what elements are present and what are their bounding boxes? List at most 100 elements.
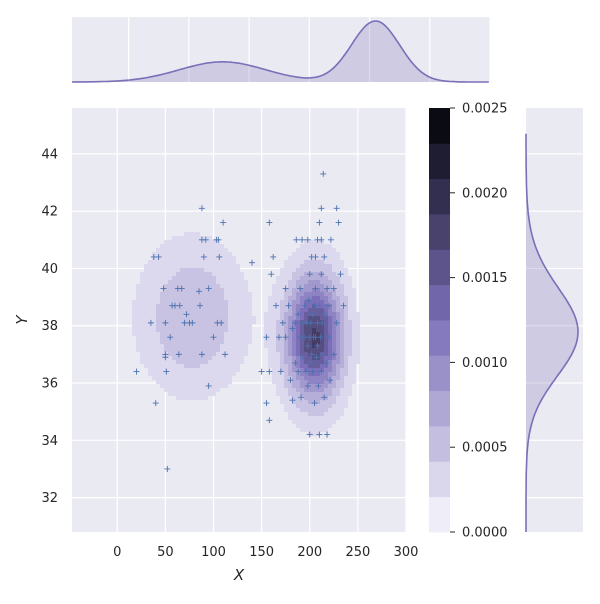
scatter-point	[317, 334, 324, 341]
scatter-point	[315, 382, 322, 389]
scatter-point	[215, 236, 222, 243]
scatter-point	[210, 334, 217, 341]
scatter-point	[295, 368, 302, 375]
colorbar-tick-label: 0.0010	[462, 356, 508, 371]
scatter-point	[133, 368, 140, 375]
scatter-point	[196, 288, 203, 295]
y-axis-label: Y	[13, 314, 31, 325]
colorbar-band	[429, 390, 450, 427]
scatter-point	[299, 236, 306, 243]
scatter-point	[314, 236, 321, 243]
scatter-point	[316, 431, 323, 438]
scatter-point	[289, 325, 296, 332]
x-tick-label: 50	[157, 545, 174, 560]
colorbar-band	[429, 214, 450, 250]
scatter-point	[273, 302, 280, 309]
scatter-point	[220, 219, 227, 226]
colorbar	[429, 108, 450, 533]
colorbar-tick-label: 0.0025	[462, 102, 508, 117]
scatter-point	[302, 368, 309, 375]
scatter-point	[320, 351, 327, 358]
x-tick-label: 150	[249, 545, 274, 560]
scatter-point	[293, 236, 300, 243]
scatter-point	[163, 368, 170, 375]
scatter-point	[314, 342, 321, 349]
scatter-point	[275, 334, 282, 341]
top-marginal-background	[72, 17, 490, 82]
scatter-point	[292, 359, 299, 366]
x-tick-label: 200	[297, 545, 322, 560]
y-tick-label: 42	[41, 205, 58, 220]
scatter-point	[305, 296, 312, 303]
kde-contours	[132, 232, 360, 436]
colorbar-band	[429, 108, 450, 144]
scatter-point	[321, 253, 328, 260]
right-marginal-grid	[526, 153, 583, 499]
scatter-point	[330, 351, 337, 358]
x-tick-label: 0	[113, 545, 121, 560]
scatter-point	[248, 259, 255, 266]
scatter-point	[298, 394, 305, 401]
colorbar-band	[429, 143, 450, 180]
scatter-point	[318, 205, 325, 212]
top-marginal-kde-line	[71, 20, 489, 83]
scatter-point	[319, 319, 326, 326]
scatter-point	[300, 354, 307, 361]
scatter-point	[307, 319, 314, 326]
colorbar-band	[429, 320, 450, 356]
scatter-point	[337, 271, 344, 278]
scatter-point	[189, 319, 196, 326]
scatter-point	[333, 205, 340, 212]
scatter-point	[268, 271, 275, 278]
scatter-point	[266, 219, 273, 226]
y-tick-label: 32	[41, 491, 58, 506]
right-marginal-background	[526, 108, 583, 532]
scatter-point	[289, 397, 296, 404]
scatter-point	[263, 334, 270, 341]
right-marginal-kde-fill	[526, 130, 578, 532]
scatter-point	[162, 354, 169, 361]
scatter-point	[301, 302, 308, 309]
scatter-point	[279, 319, 286, 326]
colorbar-band	[429, 426, 450, 462]
scatter-points	[133, 170, 347, 472]
scatter-point	[309, 368, 316, 375]
scatter-point	[326, 377, 333, 384]
scatter-point	[160, 285, 167, 292]
scatter-point	[282, 285, 289, 292]
y-tick-label: 44	[41, 147, 58, 162]
scatter-point	[162, 319, 169, 326]
x-tick-labels: 0 50 100 150 200 250 300	[113, 545, 418, 560]
colorbar-tick-label: 0.0015	[462, 271, 508, 286]
scatter-point	[198, 351, 205, 358]
scatter-point	[205, 382, 212, 389]
scatter-point	[335, 219, 342, 226]
kde-contour-level	[312, 328, 320, 348]
scatter-point	[316, 219, 323, 226]
scatter-point	[205, 285, 212, 292]
scatter-point	[313, 354, 320, 361]
scatter-point	[324, 431, 331, 438]
x-tick-label: 300	[394, 545, 419, 560]
scatter-point	[322, 311, 329, 318]
scatter-point	[333, 319, 340, 326]
scatter-point	[218, 319, 225, 326]
colorbar-tick-label: 0.0000	[462, 526, 508, 541]
scatter-point	[340, 302, 347, 309]
scatter-point	[216, 253, 223, 260]
scatter-point	[198, 205, 205, 212]
scatter-point	[277, 368, 284, 375]
scatter-point	[183, 311, 190, 318]
scatter-point	[312, 285, 319, 292]
scatter-point	[285, 302, 292, 309]
scatter-point	[175, 351, 182, 358]
scatter-point	[200, 253, 207, 260]
scatter-point	[316, 302, 323, 309]
scatter-point	[297, 285, 304, 292]
scatter-point	[292, 319, 299, 326]
scatter-point	[306, 359, 313, 366]
scatter-point	[152, 400, 159, 407]
scatter-point	[308, 351, 315, 358]
scatter-point	[258, 368, 265, 375]
scatter-point	[318, 368, 325, 375]
